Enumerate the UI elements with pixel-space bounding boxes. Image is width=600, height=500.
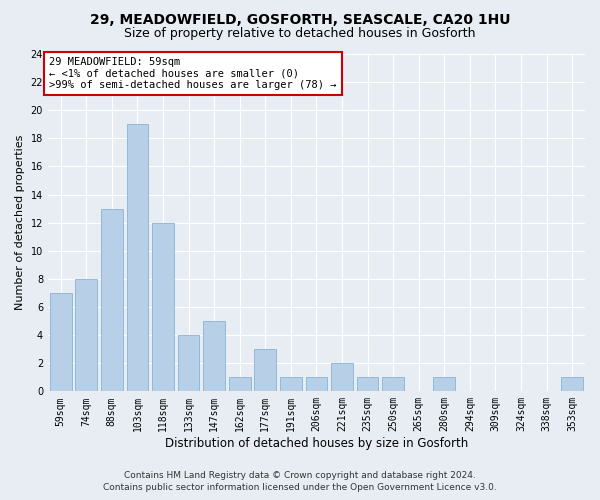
Bar (254, 349, 276, 392)
X-axis label: Distribution of detached houses by size in Gosforth: Distribution of detached houses by size … (165, 437, 468, 450)
Y-axis label: Number of detached properties: Number of detached properties (15, 135, 25, 310)
Bar (280, 378, 302, 392)
Bar (101, 208, 123, 392)
Bar (50, 293, 71, 392)
Text: 29, MEADOWFIELD, GOSFORTH, SEASCALE, CA20 1HU: 29, MEADOWFIELD, GOSFORTH, SEASCALE, CA2… (90, 12, 510, 26)
Bar (433, 378, 455, 392)
Bar (229, 378, 251, 392)
Bar (305, 378, 328, 392)
Bar (203, 321, 225, 392)
Text: Contains HM Land Registry data © Crown copyright and database right 2024.
Contai: Contains HM Land Registry data © Crown c… (103, 471, 497, 492)
Text: Size of property relative to detached houses in Gosforth: Size of property relative to detached ho… (124, 28, 476, 40)
Bar (382, 378, 404, 392)
Text: 29 MEADOWFIELD: 59sqm
← <1% of detached houses are smaller (0)
>99% of semi-deta: 29 MEADOWFIELD: 59sqm ← <1% of detached … (49, 57, 337, 90)
Bar (357, 378, 379, 392)
Bar (562, 378, 583, 392)
Bar (127, 124, 148, 392)
Bar (76, 279, 97, 392)
Bar (331, 363, 353, 392)
Bar (152, 222, 174, 392)
Bar (178, 335, 199, 392)
